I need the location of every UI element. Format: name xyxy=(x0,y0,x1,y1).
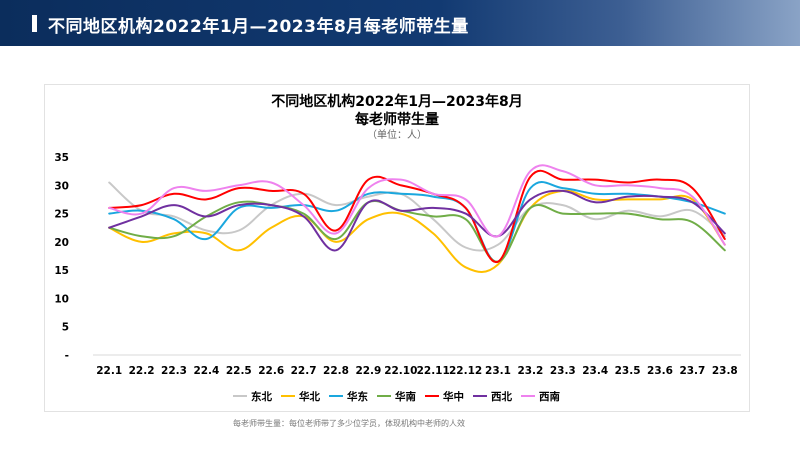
x-tick-label: 23.7 xyxy=(679,365,705,377)
x-tick-label: 23.3 xyxy=(550,365,576,377)
chart-card: 不同地区机构2022年1月—2023年8月 每老师带生量 （单位：人） 35 30… xyxy=(44,84,750,412)
page-header: 不同地区机构2022年1月—2023年8月每老师带生量 xyxy=(0,0,800,46)
chart-subtitle: （单位：人） xyxy=(367,128,427,141)
series-line-1 xyxy=(108,181,726,252)
legend-item: 东北 xyxy=(233,390,272,403)
y-tick-label: 5 xyxy=(62,322,69,334)
legend-item: 华北 xyxy=(281,390,320,403)
legend: 东北 华北 华东 华南 华中 西北 西南 xyxy=(233,390,560,403)
x-tick-label: 22.3 xyxy=(161,365,187,377)
x-tick-label: 22.12 xyxy=(449,365,482,377)
y-tick-label: 30 xyxy=(54,180,69,192)
legend-item: 华南 xyxy=(377,390,416,403)
line-chart: 不同地区机构2022年1月—2023年8月 每老师带生量 （单位：人） 35 30… xyxy=(54,93,741,403)
x-tick-label: 23.2 xyxy=(517,365,543,377)
x-tick-label: 22.7 xyxy=(291,365,317,377)
y-tick-label: 35 xyxy=(54,152,69,164)
legend-label: 华东 xyxy=(347,390,368,403)
x-tick-label: 22.10 xyxy=(384,365,417,377)
legend-label: 西北 xyxy=(491,390,512,403)
legend-label: 西南 xyxy=(539,390,560,403)
y-tick-label: 15 xyxy=(54,265,69,277)
axis-layer: 35 30 25 20 15 10 5 - 22.1 22.2 22.3 22.4 22.5 22.6 22… xyxy=(54,152,737,377)
series-line-6 xyxy=(108,189,726,252)
series-line-4 xyxy=(108,200,726,263)
legend-label: 华南 xyxy=(395,390,416,403)
x-tick-label: 22.4 xyxy=(193,365,219,377)
y-tick-label: - xyxy=(65,350,69,362)
legend-label: 华北 xyxy=(299,390,320,403)
chart-title-line-2: 每老师带生量 xyxy=(355,111,439,128)
y-tick-label: 20 xyxy=(54,237,69,249)
y-tick-label: 25 xyxy=(54,209,69,221)
legend-item: 西南 xyxy=(521,390,560,403)
x-tick-label: 23.4 xyxy=(582,365,608,377)
series-layer xyxy=(108,164,726,274)
x-tick-label: 23.5 xyxy=(615,365,641,377)
legend-item: 华东 xyxy=(329,390,368,403)
legend-label: 华中 xyxy=(443,390,464,403)
chart-title-line-1: 不同地区机构2022年1月—2023年8月 xyxy=(271,93,522,110)
x-tick-label: 22.1 xyxy=(96,365,122,377)
x-tick-label: 22.6 xyxy=(258,365,284,377)
footnote: 每老师带生量：每位老师带了多少位学员，体现机构中老师的人效 xyxy=(233,419,465,428)
legend-item: 华中 xyxy=(425,390,464,403)
legend-label: 东北 xyxy=(251,390,272,403)
y-tick-label: 10 xyxy=(54,293,69,305)
page-title: 不同地区机构2022年1月—2023年8月每老师带生量 xyxy=(48,17,469,37)
x-tick-label: 22.2 xyxy=(129,365,155,377)
x-tick-label: 23.1 xyxy=(485,365,511,377)
x-tick-label: 23.6 xyxy=(647,365,673,377)
header-accent-bar xyxy=(32,15,37,32)
x-tick-label: 23.8 xyxy=(712,365,738,377)
x-tick-label: 22.8 xyxy=(323,365,349,377)
x-tick-label: 22.11 xyxy=(417,365,450,377)
x-tick-label: 22.5 xyxy=(226,365,252,377)
x-tick-label: 22.9 xyxy=(355,365,381,377)
series-line-7 xyxy=(108,164,726,246)
series-line-3 xyxy=(108,181,726,263)
series-line-2 xyxy=(108,189,726,274)
legend-item: 西北 xyxy=(473,390,512,403)
series-line-5 xyxy=(108,169,726,263)
